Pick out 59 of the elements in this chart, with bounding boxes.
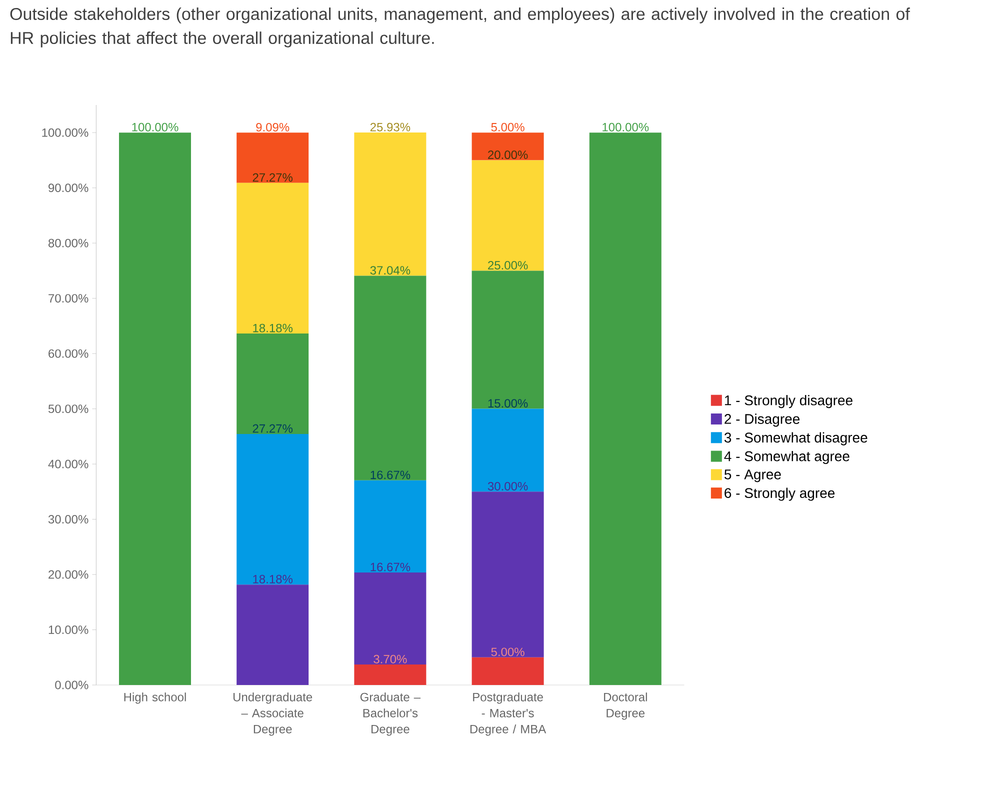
bar bbox=[236, 434, 309, 585]
data-label: 18.18% bbox=[253, 324, 293, 332]
data-label: 27.27% bbox=[252, 424, 293, 433]
data-label: 27.27% bbox=[252, 173, 293, 182]
bar bbox=[236, 334, 309, 434]
data-label: 30.00% bbox=[488, 482, 528, 490]
y-tick-label: 100.00% bbox=[42, 128, 88, 137]
data-label: 100.00% bbox=[602, 122, 649, 132]
x-tick-label: Doctoral Degree bbox=[604, 692, 647, 720]
data-label: 16.67% bbox=[370, 562, 410, 572]
legend-label: 5 - Agree bbox=[724, 470, 781, 482]
bar bbox=[354, 132, 426, 276]
y-tick-label: 70.00% bbox=[48, 294, 88, 303]
x-tick-label: High school bbox=[124, 692, 186, 704]
bar bbox=[354, 480, 426, 572]
y-tick-label: 30.00% bbox=[48, 515, 88, 524]
legend-label: 3 - Somewhat disagree bbox=[724, 432, 868, 446]
data-label: 20.00% bbox=[488, 150, 528, 160]
legend-label: 6 - Strongly agree bbox=[724, 488, 835, 501]
data-label: 9.09% bbox=[256, 122, 290, 132]
y-tick-label: 90.00% bbox=[48, 184, 88, 192]
bar bbox=[119, 132, 191, 685]
data-label: 25.93% bbox=[370, 122, 410, 132]
y-tick-label: 40.00% bbox=[48, 460, 88, 468]
x-tick-label: Undergraduate – Associate Degree bbox=[233, 692, 312, 736]
data-label: 5.00% bbox=[491, 648, 524, 656]
bar bbox=[472, 657, 544, 685]
bar bbox=[472, 408, 544, 492]
bar bbox=[354, 572, 426, 665]
bar bbox=[472, 492, 544, 658]
y-tick-label: 20.00% bbox=[48, 570, 88, 579]
x-tick-label: Graduate – Bachelor's Degree bbox=[360, 692, 421, 736]
bar bbox=[472, 132, 544, 160]
legend-label: 2 - Disagree bbox=[724, 414, 800, 427]
data-label: 5.00% bbox=[491, 122, 524, 132]
bar bbox=[236, 182, 309, 334]
bar bbox=[472, 160, 544, 271]
bar bbox=[589, 132, 662, 685]
y-tick-label: 60.00% bbox=[48, 349, 88, 358]
y-tick-label: 10.00% bbox=[48, 626, 88, 634]
data-label: 15.00% bbox=[488, 399, 528, 408]
data-label: 3.70% bbox=[374, 654, 407, 664]
data-label: 37.04% bbox=[370, 266, 410, 275]
data-label: 25.00% bbox=[488, 261, 528, 270]
y-tick-label: 80.00% bbox=[48, 238, 88, 248]
legend-label: 4 - Somewhat agree bbox=[724, 450, 850, 464]
y-tick-label: 50.00% bbox=[48, 404, 88, 414]
data-label: 100.00% bbox=[132, 122, 178, 132]
chart-title: Outside stakeholders (other organizational units, management, and employees) are actively involved in the creation of HR policies that affect the overall organizational culture. bbox=[10, 8, 910, 48]
bar bbox=[236, 132, 309, 183]
bar bbox=[354, 664, 426, 685]
bar bbox=[354, 276, 426, 480]
legend-label: 1 - Strongly disagree bbox=[724, 395, 852, 408]
bar bbox=[236, 584, 309, 685]
bar bbox=[472, 270, 544, 409]
data-label: 18.18% bbox=[253, 574, 293, 584]
y-tick-label: 0.00% bbox=[55, 680, 88, 690]
data-label: 16.67% bbox=[370, 470, 410, 480]
x-tick-label: Postgraduate - Master's Degree / MBA bbox=[470, 692, 546, 736]
